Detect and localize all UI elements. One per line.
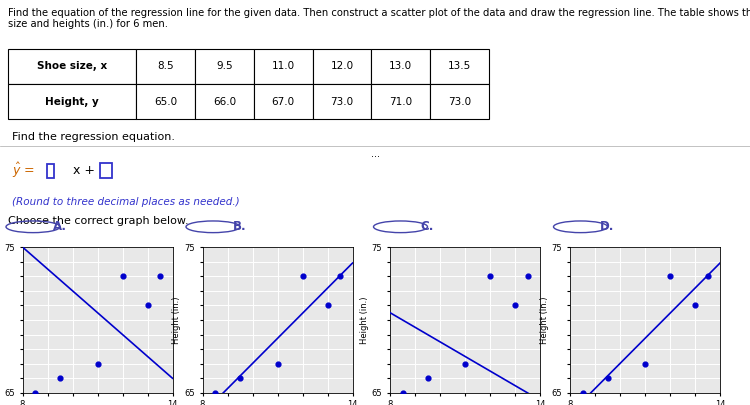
Text: 67.0: 67.0 (272, 96, 295, 107)
Text: Choose the correct graph below.: Choose the correct graph below. (8, 216, 188, 226)
Point (459, 360, 471, 367)
Point (334, 273, 346, 279)
Text: $\hat{y}$ =: $\hat{y}$ = (12, 161, 35, 180)
Bar (136, 84, 195, 119)
Point (322, 302, 334, 309)
Point (92, 360, 104, 367)
Text: A.: A. (53, 220, 67, 233)
Bar (313, 84, 371, 119)
Text: Height, y: Height, y (45, 96, 99, 107)
Text: Shoe size, x: Shoe size, x (37, 61, 107, 71)
Bar (8, 84, 136, 119)
Text: 65.0: 65.0 (154, 96, 177, 107)
Bar (430, 84, 489, 119)
Text: 11.0: 11.0 (272, 61, 295, 71)
Point (577, 390, 589, 396)
Point (272, 360, 284, 367)
Y-axis label: Height (in.): Height (in.) (0, 296, 2, 344)
Text: 66.0: 66.0 (213, 96, 236, 107)
Bar (195, 49, 254, 84)
Point (422, 375, 434, 382)
Point (689, 302, 701, 309)
Bar (195, 84, 254, 119)
Point (484, 273, 496, 279)
Bar (371, 84, 430, 119)
Point (234, 375, 246, 382)
Point (397, 390, 409, 396)
Text: x +: x + (74, 164, 95, 177)
Point (29, 390, 41, 396)
Point (664, 273, 676, 279)
Bar (8, 49, 136, 84)
Point (509, 302, 521, 309)
Point (296, 273, 308, 279)
Text: 9.5: 9.5 (216, 61, 232, 71)
Point (54, 375, 66, 382)
Y-axis label: Height (in.): Height (in.) (360, 296, 369, 344)
Point (142, 302, 154, 309)
Bar (371, 49, 430, 84)
Text: D.: D. (600, 220, 614, 233)
Text: Find the equation of the regression line for the given data. Then construct a sc: Find the equation of the regression line… (8, 8, 750, 29)
Text: 73.0: 73.0 (448, 96, 471, 107)
Text: 8.5: 8.5 (158, 61, 174, 71)
Text: Find the regression equation.: Find the regression equation. (12, 132, 176, 142)
Text: 73.0: 73.0 (330, 96, 353, 107)
Y-axis label: Height (in.): Height (in.) (172, 296, 182, 344)
Text: ...: ... (370, 149, 380, 159)
Point (521, 273, 533, 279)
Text: B.: B. (232, 220, 246, 233)
Point (116, 273, 128, 279)
Point (209, 390, 221, 396)
Point (154, 273, 166, 279)
Bar (254, 84, 313, 119)
Text: C.: C. (420, 220, 434, 233)
Bar (136, 49, 195, 84)
Text: 13.5: 13.5 (448, 61, 471, 71)
Text: 71.0: 71.0 (389, 96, 412, 107)
Point (602, 375, 613, 382)
Bar (254, 49, 313, 84)
Text: (Round to three decimal places as needed.): (Round to three decimal places as needed… (12, 197, 240, 207)
Bar (430, 49, 489, 84)
Bar (313, 49, 371, 84)
Text: 13.0: 13.0 (389, 61, 412, 71)
Text: 12.0: 12.0 (330, 61, 353, 71)
Point (639, 360, 651, 367)
Point (701, 273, 713, 279)
Y-axis label: Height (in.): Height (in.) (540, 296, 549, 344)
